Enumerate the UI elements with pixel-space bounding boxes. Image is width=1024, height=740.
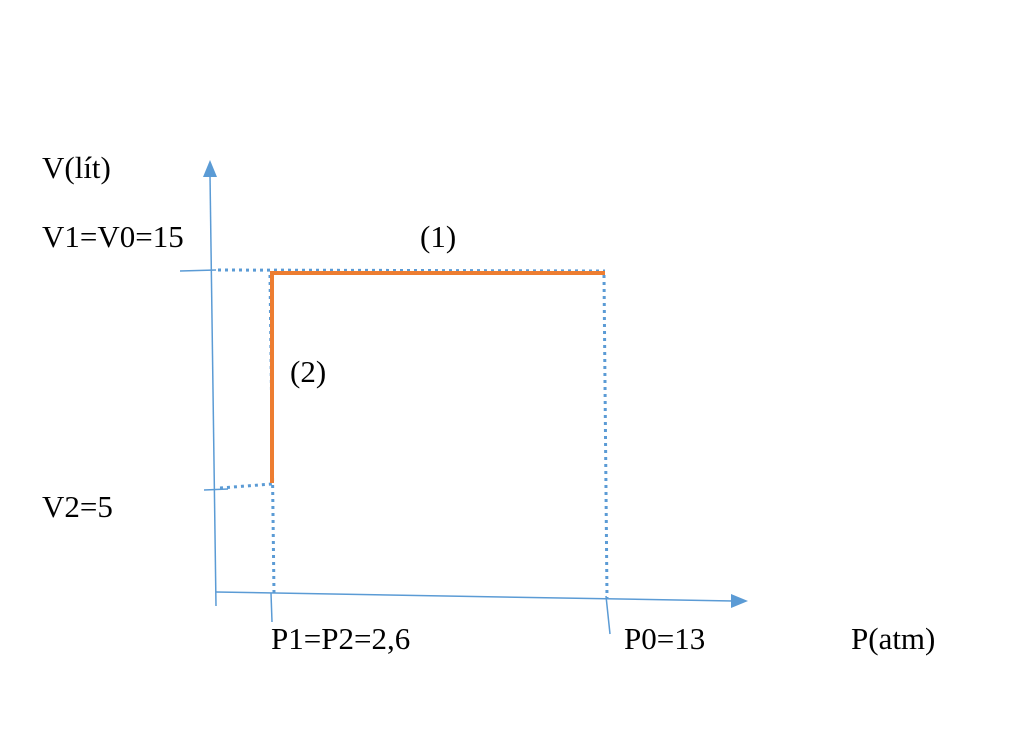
v-label: V1=V0=15 [42,219,184,254]
p-label: P1=P2=2,6 [271,621,410,656]
y-arrow [203,160,217,177]
process-path [270,271,605,483]
process-label: (2) [290,354,326,389]
x-axis [215,591,734,602]
guide [217,268,606,273]
v-label: V2=5 [42,489,113,524]
y-axis [209,174,217,607]
guide [602,274,609,599]
guide [219,482,273,490]
process-label: (1) [420,219,456,254]
x-axis-label: P(atm) [851,621,935,656]
x-arrow [731,594,748,608]
tick [270,592,273,623]
p-label: P0=13 [624,621,705,656]
y-axis-label: V(lít) [42,150,111,185]
tick [203,488,229,491]
tick [179,269,217,272]
tick [605,595,611,635]
